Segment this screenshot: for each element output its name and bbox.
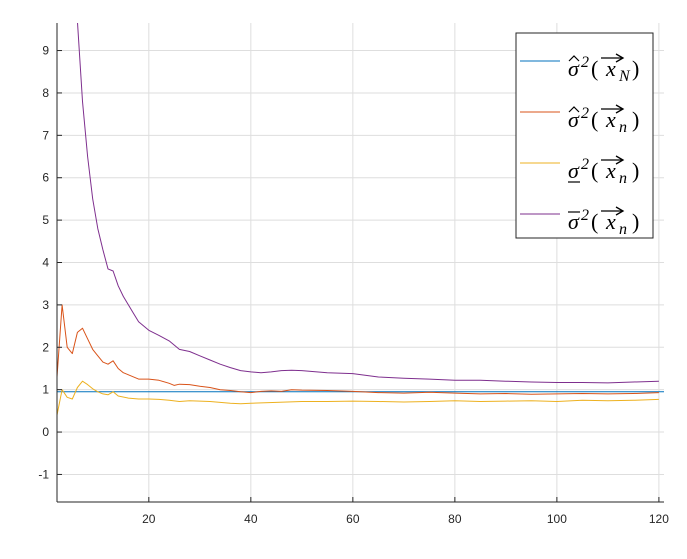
- y-tick-label-8: 7: [42, 128, 49, 142]
- legend-hat-1: [568, 106, 580, 113]
- legend-rparen-1: ): [632, 107, 639, 132]
- y-tick-label-0: -1: [38, 467, 49, 481]
- series-line-3: [77, 23, 659, 384]
- y-tick-label-4: 3: [42, 298, 49, 312]
- legend-entry-3: σ 2( x n): [520, 206, 639, 238]
- series-line-1: [57, 304, 659, 395]
- legend-hat-0: [568, 55, 580, 62]
- x-tick-label-4: 100: [547, 512, 567, 526]
- legend-arg-2: x: [605, 158, 616, 183]
- legend-sup-0: 2: [581, 54, 589, 71]
- legend-sigma-2: σ: [568, 158, 580, 183]
- y-tick-label-7: 6: [42, 171, 49, 185]
- legend-rparen-2: ): [632, 158, 639, 183]
- legend-rparen-3: ): [632, 209, 639, 234]
- legend-arrow-head-2: [615, 155, 625, 165]
- legend-arg-0: x: [605, 56, 616, 81]
- legend-sigma-0: σ: [568, 56, 580, 81]
- legend-entry-2: σ 2( x n): [520, 155, 639, 187]
- legend-subscript-0: N: [618, 68, 631, 85]
- x-tick-label-1: 40: [244, 512, 258, 526]
- legend-arg-1: x: [605, 107, 616, 132]
- legend-lparen-1: (: [591, 107, 598, 132]
- y-tick-label-6: 5: [42, 213, 49, 227]
- x-tick-label-5: 120: [649, 512, 669, 526]
- y-tick-label-10: 9: [42, 44, 49, 58]
- y-tick-label-5: 4: [42, 256, 49, 270]
- legend-entry-0: σ 2( x N): [520, 53, 639, 85]
- legend-rparen-0: ): [632, 56, 639, 81]
- x-tick-label-3: 80: [448, 512, 462, 526]
- legend-sup-2: 2: [581, 156, 589, 173]
- legend-box: [515, 32, 654, 239]
- series-layer: [57, 23, 664, 416]
- y-tick-label-2: 1: [42, 383, 49, 397]
- legend-subscript-3: n: [619, 221, 627, 238]
- ticks: 20 40 60 80 100 120 -1 0 1 2 3 4 5 6 7 8 9: [38, 44, 669, 526]
- legend-arrow-head-3: [615, 206, 625, 216]
- legend-subscript-1: n: [619, 119, 627, 136]
- legend: σ 2(x N)σ 2(x n)σ 2(x n)σ 2(x n): [515, 32, 654, 239]
- legend-subscript-2: n: [619, 170, 627, 187]
- legend-arrow-head-1: [615, 104, 625, 114]
- y-tick-label-1: 0: [42, 425, 49, 439]
- y-tick-label-9: 8: [42, 86, 49, 100]
- legend-lparen-2: (: [591, 158, 598, 183]
- grid: [57, 23, 664, 502]
- legend-arrow-head-0: [615, 53, 625, 63]
- legend-sigma-3: σ: [568, 209, 580, 234]
- legend-arg-3: x: [605, 209, 616, 234]
- x-tick-label-2: 60: [346, 512, 360, 526]
- legend-lparen-3: (: [591, 209, 598, 234]
- legend-sup-3: 2: [581, 207, 589, 224]
- series-line-2: [57, 380, 659, 416]
- legend-sup-1: 2: [581, 105, 589, 122]
- legend-entry-1: σ 2( x n): [520, 104, 639, 136]
- y-tick-label-3: 2: [42, 340, 49, 354]
- x-tick-label-0: 20: [142, 512, 156, 526]
- legend-sigma-1: σ: [568, 107, 580, 132]
- legend-lparen-0: (: [591, 56, 598, 81]
